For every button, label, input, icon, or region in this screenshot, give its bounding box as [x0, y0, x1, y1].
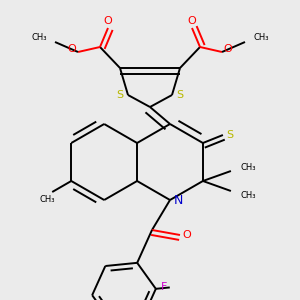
Text: O: O: [183, 230, 191, 240]
Text: F: F: [160, 282, 167, 292]
Text: CH₃: CH₃: [253, 34, 268, 43]
Text: O: O: [103, 16, 112, 26]
Text: O: O: [224, 44, 232, 54]
Text: O: O: [68, 44, 76, 54]
Text: O: O: [188, 16, 196, 26]
Text: CH₃: CH₃: [241, 163, 256, 172]
Text: N: N: [173, 194, 183, 206]
Text: CH₃: CH₃: [40, 196, 55, 205]
Text: CH₃: CH₃: [241, 190, 256, 200]
Text: S: S: [226, 130, 233, 140]
Text: CH₃: CH₃: [32, 34, 47, 43]
Text: S: S: [176, 90, 184, 100]
Text: S: S: [116, 90, 124, 100]
